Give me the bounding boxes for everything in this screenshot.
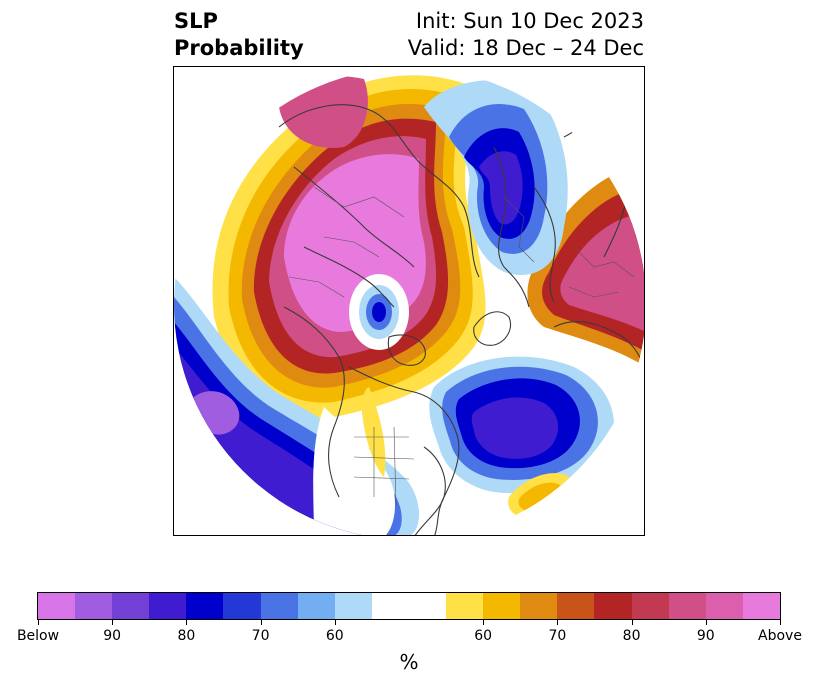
colorbar-tick-label: Above	[758, 628, 802, 644]
colorbar-segment-above-0	[446, 593, 484, 619]
colorbar-tick	[705, 620, 707, 625]
title-variable: SLP	[174, 9, 218, 33]
political-borders	[288, 186, 635, 508]
colorbar-tick	[557, 620, 559, 625]
colorbar-segment-neutral	[371, 593, 447, 619]
colorbar-segment-below-6	[260, 593, 298, 619]
title-field: Probability	[174, 36, 304, 60]
colorbar-tick-label: 60	[325, 628, 344, 644]
colorbar-segment-above-5	[631, 593, 669, 619]
colorbar-segment-below-4	[186, 593, 224, 619]
colorbar-tick	[260, 620, 262, 625]
colorbar-segment-below-3	[149, 593, 187, 619]
colorbar-segment-below-8	[334, 593, 372, 619]
colorbar-tick	[186, 620, 188, 625]
colorbar-unit-label: %	[399, 650, 419, 674]
colorbar-segment-above-1	[483, 593, 521, 619]
colorbar-segment-below-0	[38, 593, 76, 619]
map-canvas	[174, 68, 644, 535]
colorbar-segment-above-7	[705, 593, 743, 619]
colorbar-segment-above-4	[594, 593, 632, 619]
colorbar-segment-below-1	[75, 593, 113, 619]
colorbar-tick	[38, 620, 39, 625]
colorbar-tick-label: 70	[548, 628, 567, 644]
colorbar-tick	[334, 620, 336, 625]
colorbar-segment-above-2	[520, 593, 558, 619]
colorbar-segment-above-3	[557, 593, 595, 619]
colorbar-tick	[112, 620, 114, 625]
probability-colorbar	[37, 592, 781, 620]
colorbar-segment-below-2	[112, 593, 150, 619]
colorbar-tick	[631, 620, 633, 625]
colorbar-tick-label: 90	[103, 628, 122, 644]
probability-field	[174, 68, 644, 535]
colorbar-tick-label: 80	[177, 628, 196, 644]
colorbar-segment-below-5	[223, 593, 261, 619]
colorbar-segment-above-6	[668, 593, 706, 619]
colorbar-segment-above-8	[742, 593, 780, 619]
colorbar-segment-below-7	[297, 593, 335, 619]
map-title-left: SLP Probability	[174, 8, 304, 62]
colorbar-tick	[780, 620, 781, 625]
colorbar-tick-label: 80	[622, 628, 641, 644]
valid-range-label: Valid: 18 Dec – 24 Dec	[407, 36, 644, 60]
colorbar-tick-label: 70	[251, 628, 270, 644]
coastlines	[278, 96, 644, 535]
map-title-right: Init: Sun 10 Dec 2023 Valid: 18 Dec – 24…	[408, 8, 644, 62]
colorbar-tick	[483, 620, 485, 625]
colorbar-tick-label: 60	[474, 628, 493, 644]
init-date-label: Init: Sun 10 Dec 2023	[415, 9, 644, 33]
colorbar-tick-label: 90	[696, 628, 715, 644]
colorbar-tick-label: Below	[16, 628, 60, 644]
probability-map	[173, 66, 645, 536]
